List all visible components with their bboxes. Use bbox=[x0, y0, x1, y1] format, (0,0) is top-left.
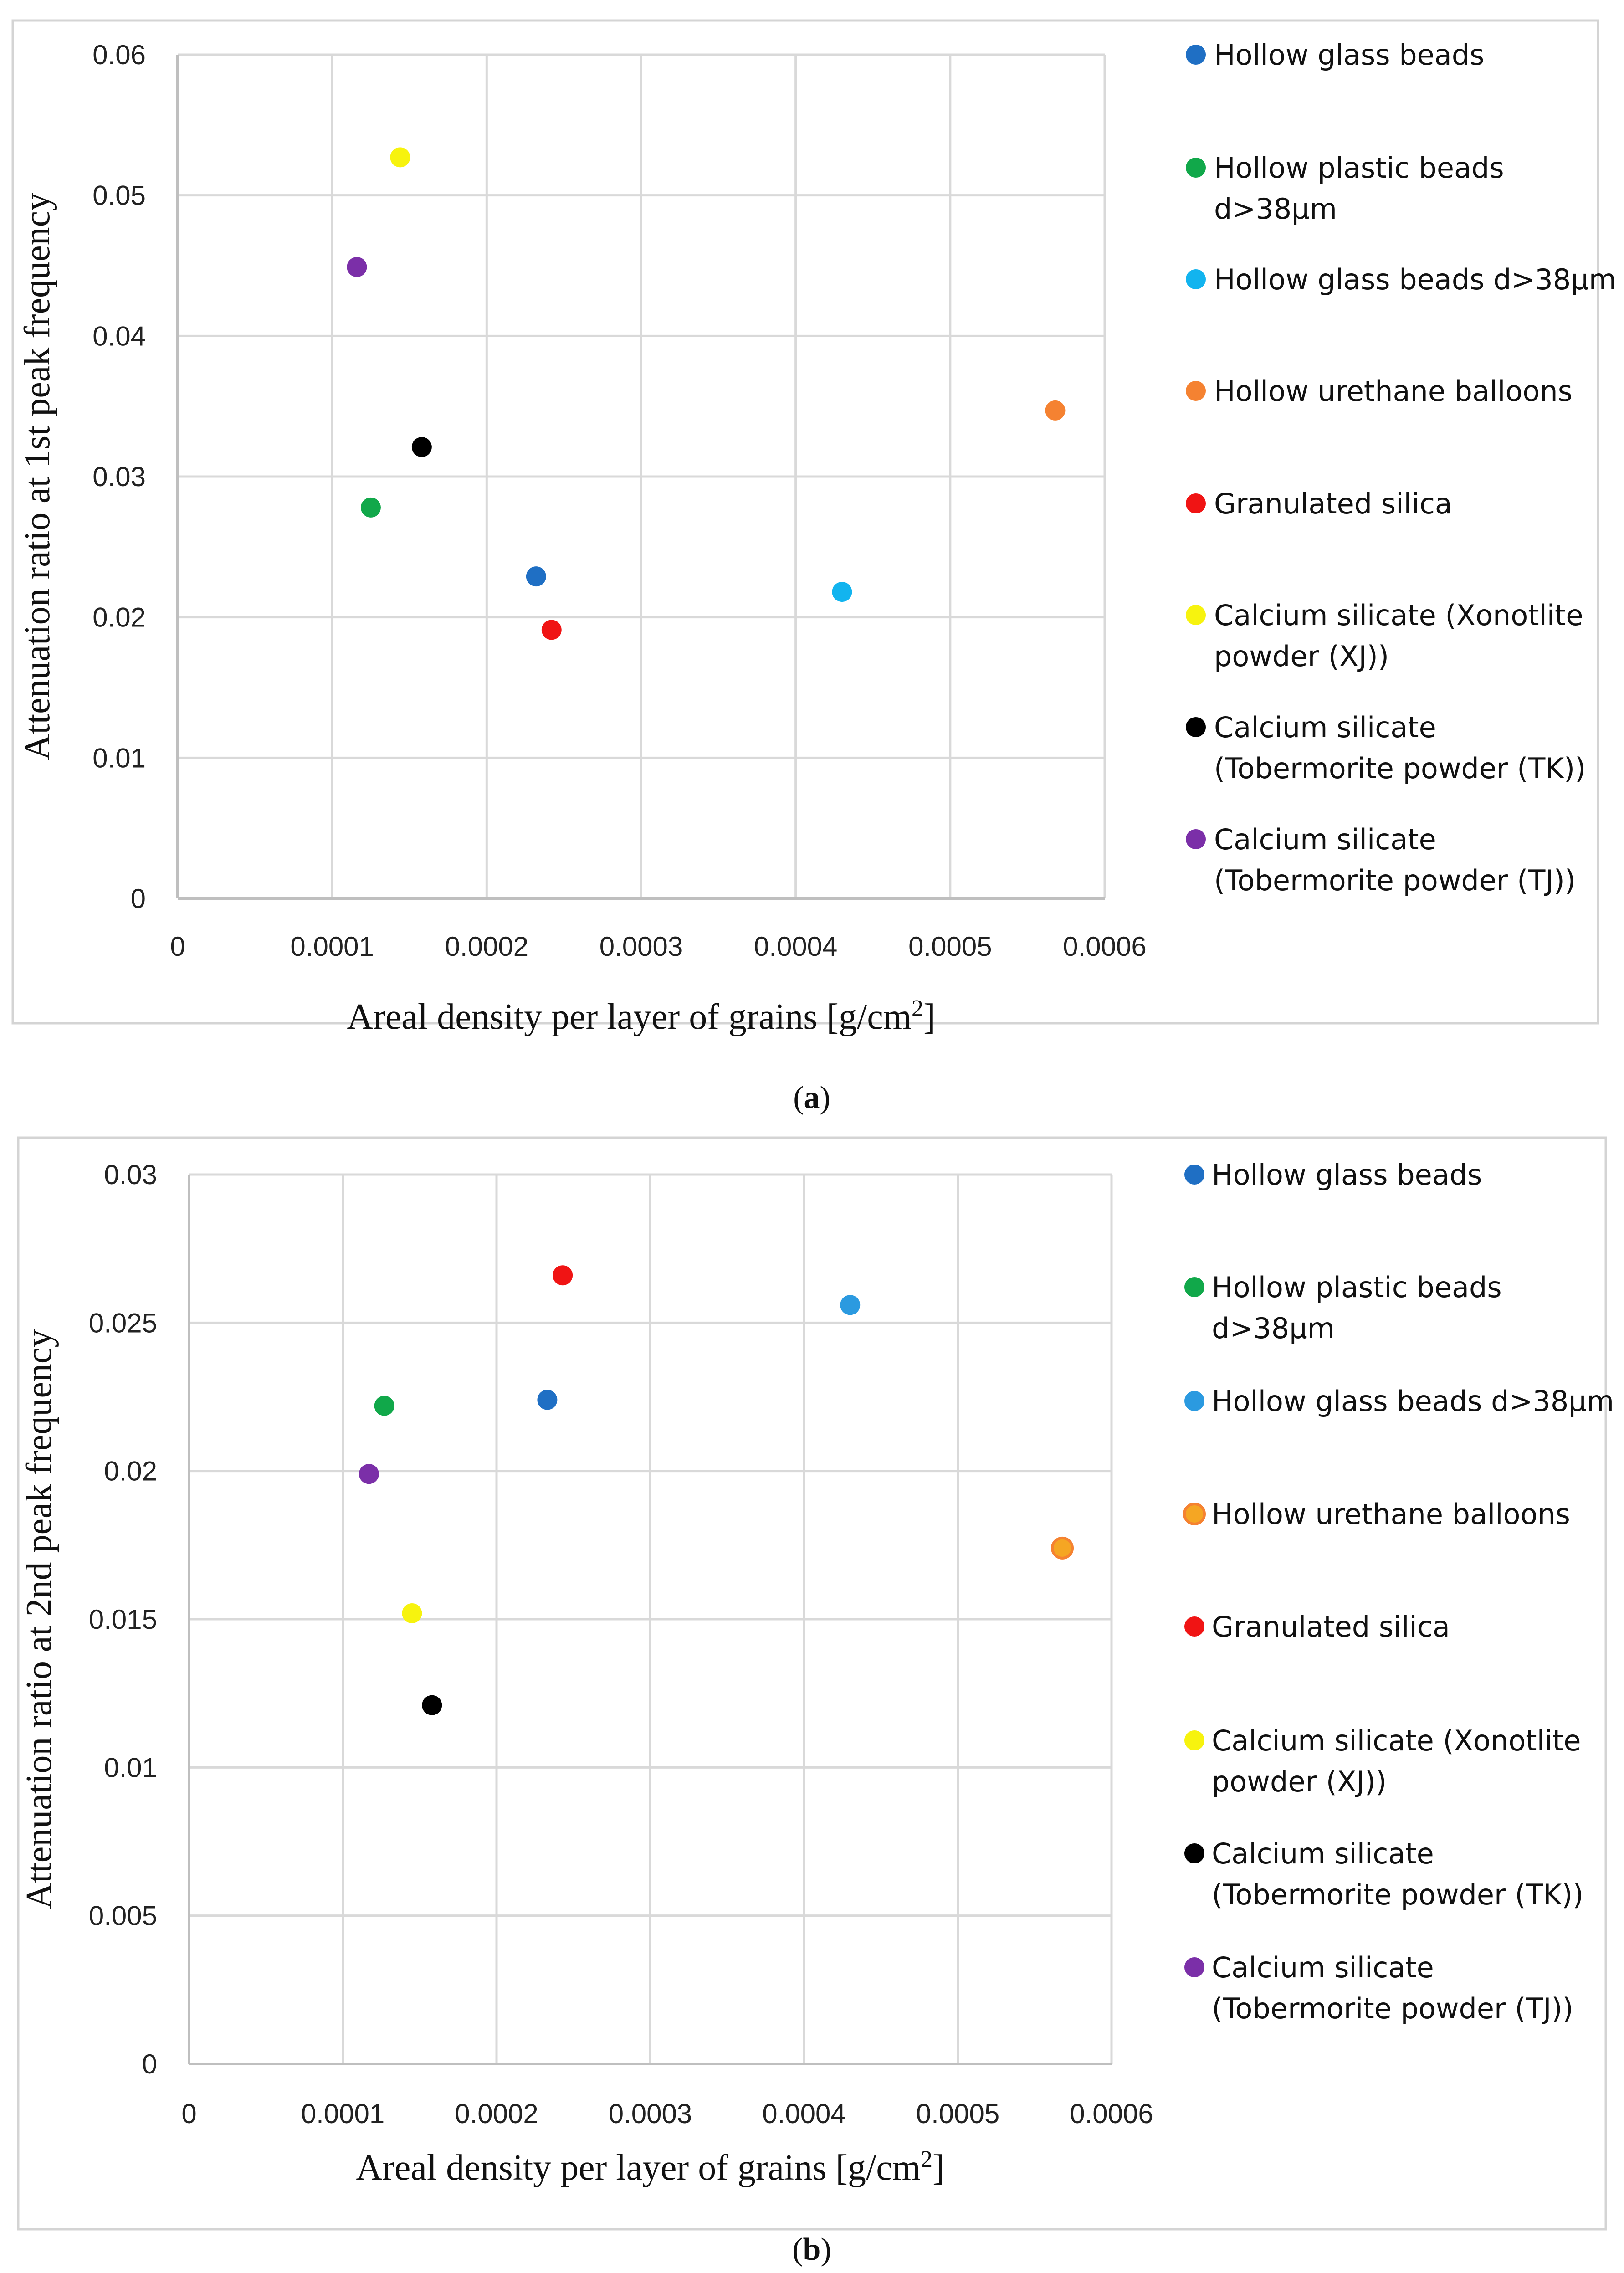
legend-label: Calcium silicate (Xonotlite bbox=[1214, 599, 1583, 632]
data-point bbox=[1045, 400, 1066, 421]
data-point bbox=[359, 1464, 379, 1484]
data-point bbox=[360, 497, 381, 518]
y-tick-label: 0.025 bbox=[89, 1308, 157, 1338]
x-axis-title: Areal density per layer of grains [g/cm2… bbox=[356, 2146, 944, 2188]
legend-label: Hollow glass beads d>38μm bbox=[1214, 263, 1616, 296]
legend-marker bbox=[1186, 829, 1206, 849]
x-tick-label: 0.0003 bbox=[609, 2099, 692, 2129]
legend-label: Calcium silicate bbox=[1212, 1837, 1434, 1870]
data-point bbox=[422, 1695, 442, 1715]
data-point bbox=[374, 1396, 394, 1416]
x-tick-label: 0 bbox=[170, 931, 185, 962]
y-tick-label: 0.015 bbox=[89, 1604, 157, 1635]
legend-marker bbox=[1184, 1616, 1204, 1637]
data-point bbox=[526, 566, 546, 587]
data-point bbox=[347, 257, 367, 277]
x-tick-label: 0.0002 bbox=[455, 2099, 538, 2129]
legend-label: Hollow urethane balloons bbox=[1212, 1498, 1570, 1531]
x-tick-label: 0.0003 bbox=[599, 931, 683, 962]
legend-label: Hollow glass beads bbox=[1212, 1158, 1482, 1191]
legend-label: (Tobermorite powder (TK)) bbox=[1212, 1878, 1583, 1911]
y-tick-label: 0.02 bbox=[104, 1456, 157, 1487]
legend-marker bbox=[1186, 717, 1206, 737]
x-tick-label: 0.0006 bbox=[1063, 931, 1147, 962]
x-tick-label: 0.0005 bbox=[908, 931, 992, 962]
legend-marker bbox=[1186, 269, 1206, 289]
legend-marker bbox=[1184, 1843, 1204, 1863]
data-point bbox=[1051, 1536, 1074, 1560]
y-tick-label: 0.005 bbox=[89, 1901, 157, 1931]
legend-label: Hollow glass beads bbox=[1214, 38, 1484, 72]
legend-marker bbox=[1186, 493, 1206, 513]
legend-label: d>38μm bbox=[1212, 1312, 1335, 1345]
legend-label: Calcium silicate (Xonotlite bbox=[1212, 1724, 1581, 1757]
y-tick-label: 0.01 bbox=[104, 1752, 157, 1783]
panel-a: 0 0.0001 0.0002 0.0003 0.0004 0.0005 0.0006 0 0.… bbox=[11, 19, 1616, 1115]
x-tick-label: 0.0004 bbox=[754, 931, 838, 962]
data-point bbox=[537, 1390, 558, 1410]
panel-label: (b) bbox=[792, 2232, 831, 2267]
chart-frame bbox=[11, 19, 1599, 1025]
legend-marker bbox=[1186, 158, 1206, 178]
legend-marker bbox=[1184, 1165, 1204, 1185]
y-tick-label: 0.03 bbox=[92, 462, 146, 492]
legend-marker bbox=[1184, 1391, 1204, 1411]
data-point bbox=[411, 437, 432, 457]
legend-label: Hollow glass beads d>38μm bbox=[1212, 1385, 1614, 1418]
legend-label: (Tobermorite powder (TK)) bbox=[1214, 752, 1586, 785]
data-point bbox=[402, 1603, 422, 1623]
x-tick-label: 0.0001 bbox=[301, 2099, 385, 2129]
legend-label: Hollow urethane balloons bbox=[1214, 375, 1573, 408]
x-tick-label: 0.0004 bbox=[762, 2099, 846, 2129]
y-tick-label: 0.02 bbox=[92, 602, 146, 633]
legend-label: Granulated silica bbox=[1212, 1610, 1450, 1643]
data-point bbox=[541, 620, 562, 640]
x-tick-label: 0.0001 bbox=[290, 931, 374, 962]
y-axis-title: Attenuation ratio at 1st peak frequency bbox=[17, 193, 57, 760]
panel-b: 0 0.0001 0.0002 0.0003 0.0004 0.0005 0.0006 0 0.… bbox=[17, 1136, 1614, 2267]
y-tick-label: 0 bbox=[131, 883, 146, 914]
legend-marker bbox=[1183, 1503, 1206, 1525]
x-tick-label: 0.0005 bbox=[916, 2099, 1000, 2129]
legend-label: Calcium silicate bbox=[1212, 1951, 1434, 1984]
legend-label: Calcium silicate bbox=[1214, 711, 1436, 744]
panel-label: (a) bbox=[793, 1080, 830, 1115]
legend-label: d>38μm bbox=[1214, 192, 1337, 226]
data-point bbox=[390, 147, 410, 168]
chart-frame bbox=[17, 1136, 1607, 2231]
legend-marker bbox=[1186, 605, 1206, 625]
y-tick-label: 0.04 bbox=[92, 321, 146, 351]
y-tick-label: 0 bbox=[142, 2049, 157, 2079]
legend-marker bbox=[1184, 1277, 1204, 1297]
data-point bbox=[840, 1295, 861, 1315]
legend-marker bbox=[1186, 45, 1206, 65]
y-tick-label: 0.03 bbox=[104, 1160, 157, 1190]
legend-marker bbox=[1184, 1730, 1204, 1750]
legend-marker bbox=[1186, 381, 1206, 401]
legend-label: (Tobermorite powder (TJ)) bbox=[1212, 1992, 1573, 2025]
y-tick-label: 0.01 bbox=[92, 743, 146, 773]
data-point bbox=[553, 1265, 573, 1286]
legend-label: Hollow plastic beads bbox=[1212, 1271, 1502, 1304]
legend-label: Hollow plastic beads bbox=[1214, 151, 1504, 185]
y-tick-label: 0.05 bbox=[92, 180, 146, 211]
legend-label: powder (XJ)) bbox=[1212, 1765, 1387, 1798]
x-axis-title: Areal density per layer of grains [g/cm2… bbox=[347, 995, 935, 1037]
legend-label: Calcium silicate bbox=[1214, 823, 1436, 856]
x-tick-label: 0.0002 bbox=[445, 931, 529, 962]
y-tick-label: 0.06 bbox=[92, 40, 146, 70]
x-tick-label: 0.0006 bbox=[1070, 2099, 1153, 2129]
data-point bbox=[832, 582, 852, 602]
legend-marker bbox=[1184, 1957, 1204, 1977]
x-tick-label: 0 bbox=[181, 2099, 196, 2129]
legend-label: (Tobermorite powder (TJ)) bbox=[1214, 864, 1576, 897]
y-axis-title: Attenuation ratio at 2nd peak frequency bbox=[19, 1329, 59, 1909]
legend-label: Granulated silica bbox=[1214, 487, 1452, 520]
legend-label: powder (XJ)) bbox=[1214, 640, 1389, 673]
